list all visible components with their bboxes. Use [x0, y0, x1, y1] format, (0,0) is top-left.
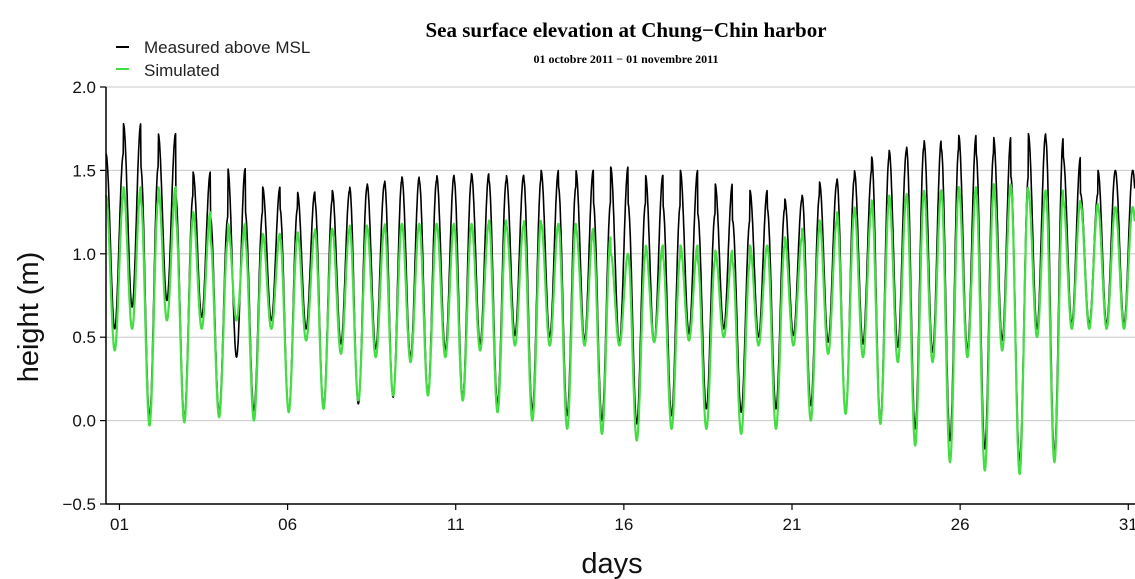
- legend: Measured above MSL Simulated: [116, 38, 310, 80]
- x-tick-label: 26: [951, 515, 970, 534]
- chart-title: Sea surface elevation at Chung−Chin harb…: [425, 18, 826, 42]
- legend-label-measured: Measured above MSL: [144, 38, 310, 57]
- axes: −0.5 0.0 0.5 1.0 1.5 2.0 01 06 11 16 21 26 31: [62, 78, 1135, 534]
- chart-subtitle: 01 octobre 2011 − 01 novembre 2011: [533, 52, 718, 66]
- x-tick-label: 16: [614, 515, 633, 534]
- x-tick-label: 06: [278, 515, 297, 534]
- y-tick-label: −0.5: [62, 495, 96, 514]
- y-tick-label: 2.0: [72, 78, 96, 97]
- x-tick-label: 31: [1119, 515, 1135, 534]
- y-axis-label: height (m): [13, 252, 45, 383]
- y-tick-label: 0.5: [72, 328, 96, 347]
- y-tick-label: 1.5: [72, 161, 96, 180]
- series-line-simulated: [105, 183, 1135, 476]
- y-tick-label: 0.0: [72, 412, 96, 431]
- x-tick-label: 21: [783, 515, 802, 534]
- series-layer: [105, 122, 1135, 476]
- legend-label-simulated: Simulated: [144, 61, 220, 80]
- x-axis-label: days: [581, 548, 642, 579]
- x-tick-label: 11: [447, 515, 465, 534]
- x-tick-label: 01: [110, 515, 129, 534]
- y-tick-label: 1.0: [72, 245, 96, 264]
